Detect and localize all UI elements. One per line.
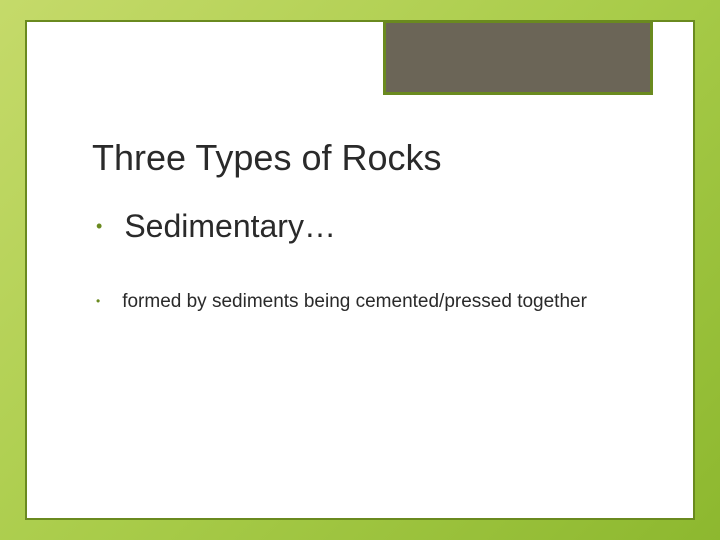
- slide-frame: Three Types of Rocks • Sedimentary… • fo…: [25, 20, 695, 520]
- slide-content: Three Types of Rocks • Sedimentary… • fo…: [92, 137, 643, 488]
- accent-box: [383, 20, 653, 95]
- bullet-text: formed by sediments being cemented/press…: [122, 290, 587, 314]
- bullet-text: Sedimentary…: [124, 207, 336, 245]
- bullet-marker-icon: •: [96, 290, 100, 312]
- bullet-marker-icon: •: [96, 207, 102, 245]
- bullet-item-1: • Sedimentary…: [96, 207, 643, 245]
- slide-title: Three Types of Rocks: [92, 137, 643, 179]
- bullet-item-2: • formed by sediments being cemented/pre…: [96, 290, 643, 314]
